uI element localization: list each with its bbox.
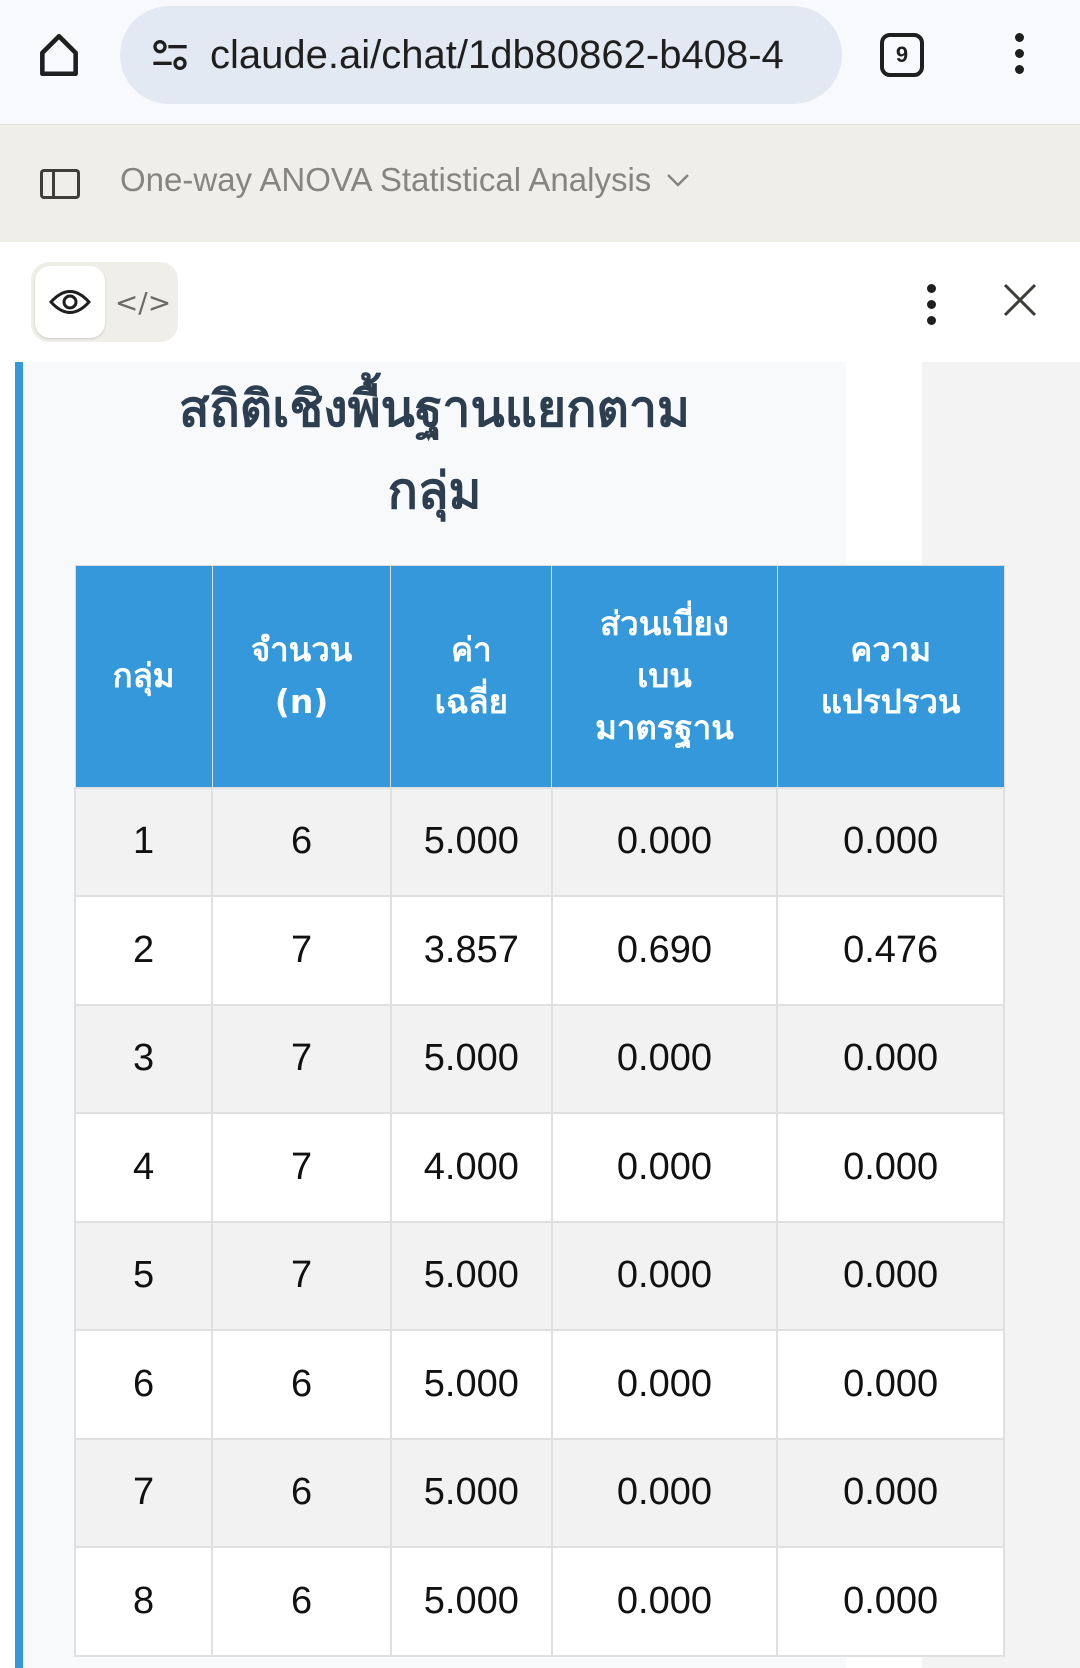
table-cell: 0.000 (550, 786, 779, 897)
preview-button[interactable] (35, 266, 105, 338)
code-button[interactable]: </> (114, 285, 172, 319)
artifact-toolbar: </> (0, 242, 1080, 362)
table-row: 3 7 5.000 0.000 0.000 (73, 1003, 1005, 1114)
table-cell: 5.000 (389, 1546, 553, 1657)
table-cell: 6 (211, 1437, 392, 1548)
address-bar[interactable]: claude.ai/chat/1db80862-b408-4 (120, 6, 842, 104)
table-cell: 5.000 (389, 1437, 553, 1548)
table-cell: 4 (73, 1112, 214, 1223)
browser-menu-icon[interactable] (1015, 33, 1024, 74)
table-cell: 0.000 (550, 1546, 779, 1657)
table-row: 2 7 3.857 0.690 0.476 (73, 895, 1005, 1006)
table-cell: 0.000 (550, 1220, 779, 1331)
artifact-menu-icon[interactable] (927, 284, 936, 325)
chat-title-bar: One-way ANOVA Statistical Analysis (0, 124, 1080, 242)
table-cell: 3.857 (389, 895, 553, 1006)
table-cell: 0.000 (550, 1003, 779, 1114)
header-group: กลุ่ม (74, 565, 213, 788)
table-cell: 0.000 (776, 786, 1005, 897)
table-cell: 0.000 (776, 1437, 1005, 1548)
table-cell: 1 (73, 786, 214, 897)
table-cell: 6 (211, 1329, 392, 1440)
descriptive-stats-table: กลุ่ม จำนวน (n) ค่าเฉลี่ย ส่วนเบี่ยงเบนม… (73, 565, 1005, 1657)
heading-line: กลุ่ม (387, 462, 482, 520)
table-cell: 7 (211, 1003, 392, 1114)
table-row: 5 7 5.000 0.000 0.000 (73, 1220, 1005, 1331)
table-cell: 0.476 (776, 895, 1005, 1006)
table-cell: 0.000 (776, 1220, 1005, 1331)
table-cell: 0.000 (550, 1329, 779, 1440)
header-count: จำนวน (n) (211, 565, 392, 788)
table-cell: 0.690 (550, 895, 779, 1006)
table-cell: 7 (73, 1437, 214, 1548)
table-cell: 7 (211, 1112, 392, 1223)
table-row: 1 6 5.000 0.000 0.000 (73, 786, 1005, 897)
table-row: 7 6 5.000 0.000 0.000 (73, 1437, 1005, 1548)
site-settings-icon[interactable] (150, 35, 190, 75)
artifact-content: สถิติเชิงพื้นฐานแยกตาม กลุ่ม กลุ่ม จำนวน… (0, 362, 1080, 1668)
table-cell: 0.000 (776, 1003, 1005, 1114)
table-row: 8 6 5.000 0.000 0.000 (73, 1546, 1005, 1657)
table-row: 6 6 5.000 0.000 0.000 (73, 1329, 1005, 1440)
table-cell: 7 (211, 895, 392, 1006)
table-cell: 4.000 (389, 1112, 553, 1223)
table-cell: 0.000 (776, 1546, 1005, 1657)
header-sd: ส่วนเบี่ยงเบนมาตรฐาน (551, 565, 778, 788)
url-text: claude.ai/chat/1db80862-b408-4 (210, 32, 784, 77)
table-cell: 0.000 (550, 1437, 779, 1548)
close-icon[interactable] (1000, 280, 1040, 320)
accent-border (15, 362, 23, 1668)
table-cell: 5.000 (389, 1003, 553, 1114)
table-cell: 3 (73, 1003, 214, 1114)
table-cell: 0.000 (776, 1329, 1005, 1440)
home-icon[interactable] (34, 30, 84, 80)
table-cell: 5 (73, 1220, 214, 1331)
table-cell: 6 (211, 786, 392, 897)
table-cell: 2 (73, 895, 214, 1006)
view-toggle: </> (31, 262, 178, 342)
chevron-down-icon (667, 174, 690, 187)
table-cell: 0.000 (776, 1112, 1005, 1223)
table-cell: 5.000 (389, 1220, 553, 1331)
table-cell: 8 (73, 1546, 214, 1657)
table-cell: 5.000 (389, 786, 553, 897)
header-variance: ความแปรปรวน (776, 565, 1005, 788)
table-cell: 7 (211, 1220, 392, 1331)
chat-title: One-way ANOVA Statistical Analysis (120, 161, 652, 198)
table-row: 4 7 4.000 0.000 0.000 (73, 1112, 1005, 1223)
heading-line: สถิติเชิงพื้นฐานแยกตาม (179, 380, 690, 438)
table-cell: 6 (73, 1329, 214, 1440)
table-cell: 0.000 (550, 1112, 779, 1223)
header-mean: ค่าเฉลี่ย (390, 565, 553, 788)
table-cell: 6 (211, 1546, 392, 1657)
section-heading: สถิติเชิงพื้นฐานแยกตาม กลุ่ม (23, 368, 846, 532)
sidebar-toggle-icon[interactable] (40, 169, 80, 199)
table-cell: 5.000 (389, 1329, 553, 1440)
browser-toolbar: claude.ai/chat/1db80862-b408-4 9 (0, 0, 1080, 124)
eye-icon (49, 290, 91, 314)
tab-switcher-button[interactable]: 9 (880, 33, 924, 77)
chat-title-button[interactable]: One-way ANOVA Statistical Analysis (120, 161, 691, 199)
